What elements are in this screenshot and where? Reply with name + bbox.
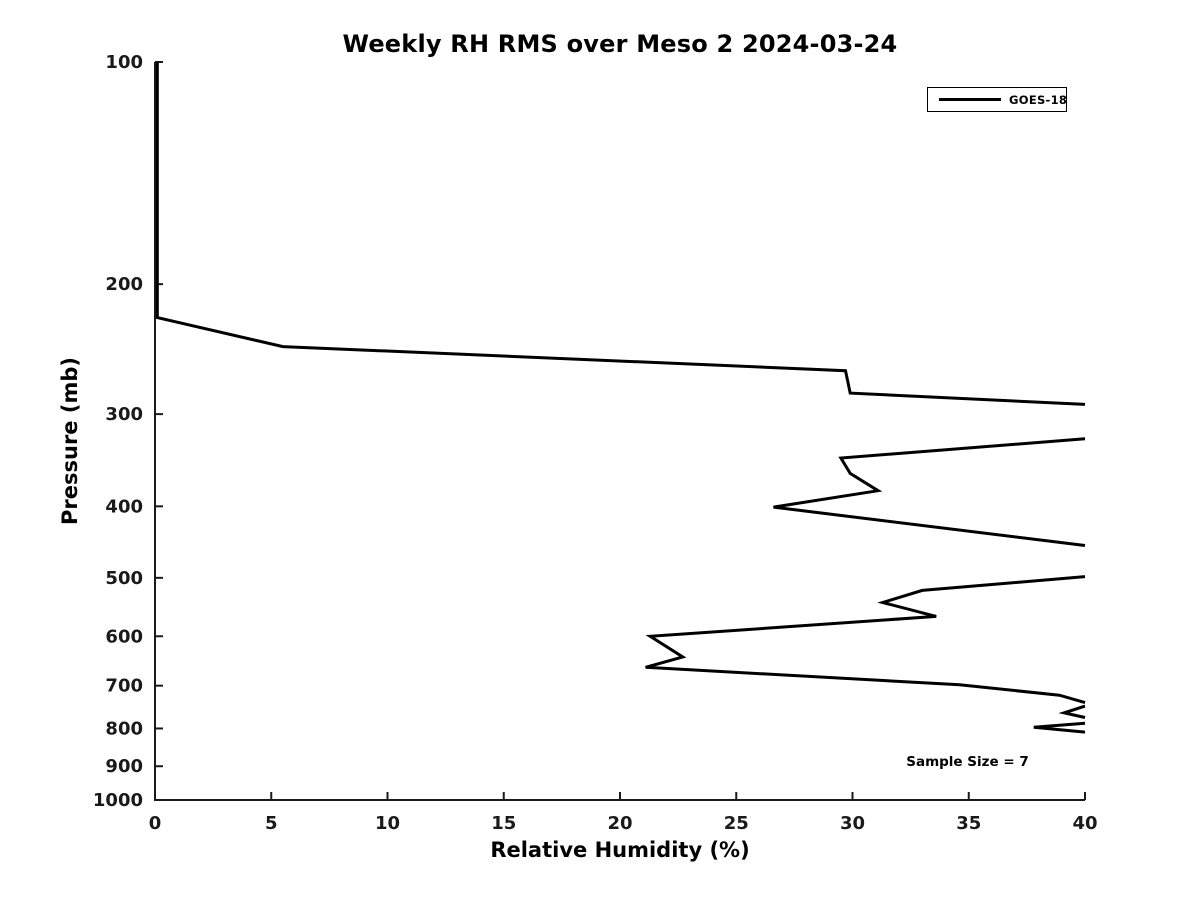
y-tick-label: 600: [105, 626, 143, 647]
series-line-goes-18: [645, 575, 1086, 705]
x-tick-label: 0: [149, 813, 162, 834]
x-tick-label: 40: [1072, 813, 1097, 834]
x-tick-label: 20: [607, 813, 632, 834]
chart-title: Weekly RH RMS over Meso 2 2024-03-24: [342, 30, 898, 58]
y-tick-label: 300: [105, 404, 143, 425]
legend: GOES-18: [927, 87, 1067, 112]
x-tick-label: 10: [375, 813, 400, 834]
series-line-goes-18: [155, 62, 1086, 406]
y-tick-label: 100: [105, 52, 143, 73]
x-tick-label: 5: [265, 813, 278, 834]
y-tick-label: 700: [105, 676, 143, 697]
y-tick-label: 400: [105, 496, 143, 517]
x-axis-label: Relative Humidity (%): [490, 838, 750, 862]
sample-size-annotation: Sample Size = 7: [906, 754, 1029, 770]
axis-lines: [154, 62, 1085, 801]
y-tick-label: 500: [105, 568, 143, 589]
legend-line-swatch: [939, 97, 1001, 102]
x-tick-label: 30: [840, 813, 865, 834]
series-line-goes-18: [1033, 721, 1086, 734]
x-tick-label: 25: [724, 813, 749, 834]
y-axis-label: Pressure (mb): [58, 357, 82, 525]
y-tick-label: 900: [105, 756, 143, 777]
series-line-goes-18: [773, 437, 1086, 547]
x-tick-label: 15: [491, 813, 516, 834]
legend-series-label: GOES-18: [1009, 92, 1068, 107]
y-tick-label: 200: [105, 274, 143, 295]
x-tick-label: 35: [956, 813, 981, 834]
y-tick-label: 1000: [93, 790, 143, 811]
y-tick-label: 800: [105, 718, 143, 739]
series-line-goes-18: [1058, 704, 1086, 719]
